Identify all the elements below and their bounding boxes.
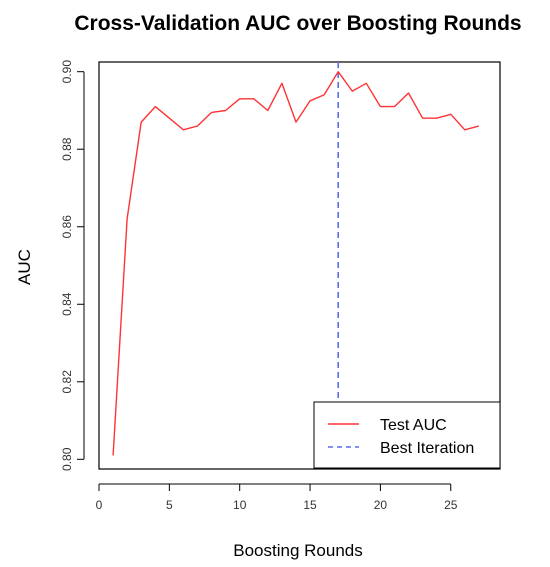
- chart-title: Cross-Validation AUC over Boosting Round…: [74, 12, 521, 35]
- x-axis-label: Boosting Rounds: [233, 541, 362, 560]
- legend-label-best-iteration: Best Iteration: [380, 440, 474, 457]
- x-tick-label: 20: [374, 498, 388, 512]
- y-tick-label: 0.88: [60, 137, 74, 161]
- x-axis: 0 5 10 15 20 25: [96, 483, 458, 512]
- y-tick-label: 0.90: [60, 60, 74, 84]
- legend-box: [313, 401, 501, 469]
- x-tick-label: 15: [303, 498, 317, 512]
- series-line-test-auc: [112, 70, 480, 456]
- series-layer: [112, 62, 480, 469]
- legend: Test AUC Best Iteration: [313, 401, 501, 469]
- y-axis: 0.80 0.82 0.84 0.86 0.88 0.90: [60, 60, 85, 471]
- x-tick-label: 25: [444, 498, 458, 512]
- x-tick-label: 5: [166, 498, 173, 512]
- y-tick-label: 0.86: [60, 215, 74, 239]
- x-tick-label: 0: [96, 498, 103, 512]
- x-tick-label: 10: [233, 498, 247, 512]
- plot-area: [98, 61, 501, 470]
- plot-frame: [98, 61, 501, 470]
- y-tick-label: 0.82: [60, 370, 74, 394]
- y-tick-label: 0.84: [60, 292, 74, 316]
- y-tick-label: 0.80: [60, 447, 74, 471]
- legend-label-test-auc: Test AUC: [380, 417, 447, 434]
- y-axis-label: AUC: [15, 249, 34, 285]
